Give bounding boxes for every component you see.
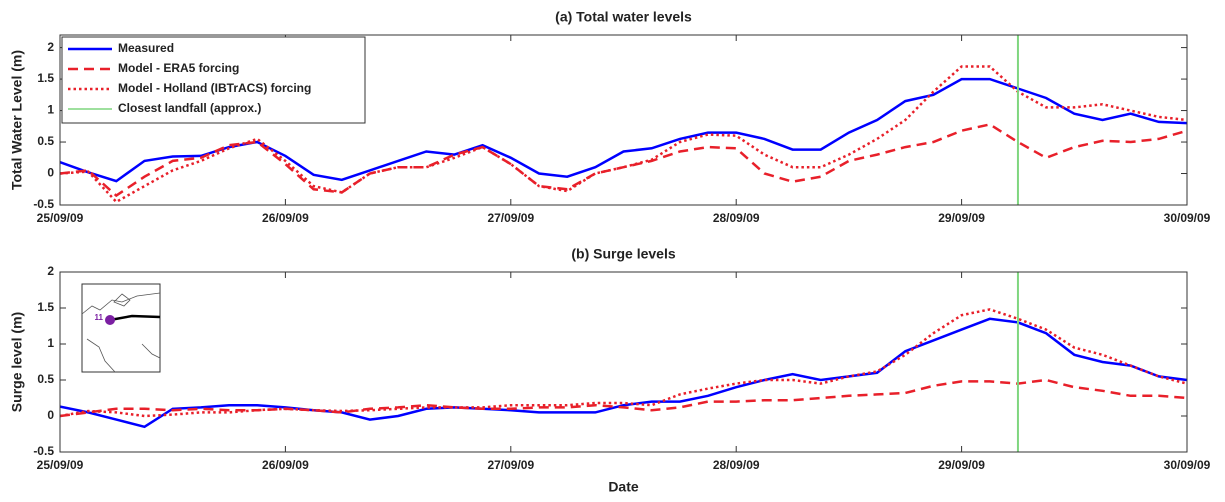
y-tick-label: 0.5 [37, 134, 54, 148]
legend-label: Closest landfall (approx.) [118, 101, 261, 115]
series-line [60, 123, 1187, 198]
y-tick-label: 0 [47, 166, 54, 180]
x-tick-label: 27/09/09 [487, 211, 534, 225]
inset-frame [81, 283, 161, 373]
y-tick-label: 1.5 [37, 71, 54, 85]
legend-label: Model - Holland (IBTrACS) forcing [118, 81, 311, 95]
x-tick-label: 25/09/09 [37, 458, 84, 472]
series-line [60, 308, 1187, 418]
x-tick-label: 26/09/09 [262, 211, 309, 225]
legend-label: Model - ERA5 forcing [118, 61, 239, 75]
inset-coast [81, 292, 161, 373]
y-tick-label: 2 [47, 40, 54, 54]
y-tick-label: 1.5 [37, 300, 54, 314]
y-tick-label: 0.5 [37, 372, 54, 386]
x-tick-label: 26/09/09 [262, 458, 309, 472]
y-tick-label: 2 [47, 264, 54, 278]
axes-frame [59, 34, 1188, 206]
plot-area [60, 308, 1187, 429]
x-tick-label: 28/09/09 [713, 211, 760, 225]
inset-station [105, 315, 115, 325]
legend-box [61, 36, 366, 124]
y-tick-label: 1 [47, 336, 54, 350]
x-tick-label: 29/09/09 [938, 458, 985, 472]
x-tick-label: 25/09/09 [37, 211, 84, 225]
inset-map: 11 [81, 283, 161, 373]
x-tick-label: 28/09/09 [713, 458, 760, 472]
series-line [60, 65, 1187, 204]
axes-frame [59, 271, 1188, 453]
x-tick-label: 30/09/09 [1164, 458, 1211, 472]
y-tick-label: 1 [47, 103, 54, 117]
y-axis-label: Surge level (m) [9, 312, 25, 412]
inset-label: 11 [95, 313, 104, 322]
y-tick-label: 0 [47, 408, 54, 422]
y-axis-label: Total Water Level (m) [9, 50, 25, 190]
plot-area [60, 65, 1187, 204]
chart-title: (a) Total water levels [555, 9, 692, 25]
x-tick-label: 30/09/09 [1164, 211, 1211, 225]
y-tick-label: -0.5 [33, 444, 54, 458]
legend-label: Measured [118, 41, 174, 55]
inset-track [109, 314, 161, 322]
series-line [60, 378, 1187, 418]
x-tick-label: 29/09/09 [938, 211, 985, 225]
chart-title: (b) Surge levels [571, 246, 675, 262]
x-axis-label: Date [608, 479, 639, 495]
legend: Measured Model - ERA5 forcing Model - Holl… [61, 36, 366, 124]
y-tick-label: -0.5 [33, 197, 54, 211]
series-line [60, 317, 1187, 429]
x-tick-label: 27/09/09 [487, 458, 534, 472]
